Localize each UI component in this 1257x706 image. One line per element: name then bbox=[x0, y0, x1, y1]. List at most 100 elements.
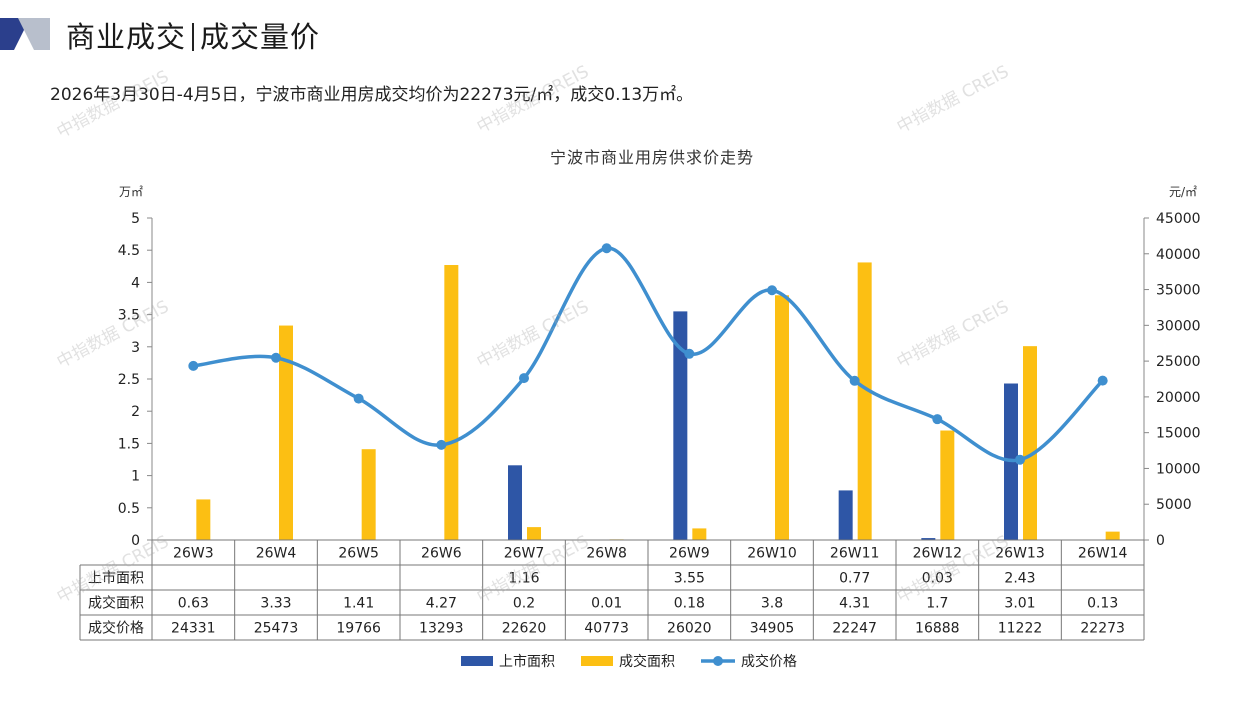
legend-swatch-supply bbox=[461, 656, 493, 666]
header-flag-logo bbox=[0, 18, 50, 50]
table-cell: 0.03 bbox=[922, 571, 953, 587]
y-left-tick-label: 2 bbox=[131, 404, 140, 420]
table-cell: 22273 bbox=[1080, 621, 1125, 637]
table-row-label: 上市面积 bbox=[88, 570, 144, 587]
legend-swatch-deal bbox=[581, 656, 613, 666]
bar-deal-area bbox=[527, 527, 541, 540]
price-point bbox=[353, 393, 364, 404]
price-point bbox=[684, 348, 695, 359]
y-left-tick-label: 1.5 bbox=[118, 436, 140, 452]
y-right-tick-label: 30000 bbox=[1156, 318, 1201, 334]
table-row-label: 成交面积 bbox=[88, 595, 144, 612]
x-tick-label: 26W6 bbox=[421, 546, 462, 562]
table-cell: 16888 bbox=[915, 621, 960, 637]
chart-title: 宁波市商业用房供求价走势 bbox=[550, 148, 754, 167]
x-tick-label: 26W14 bbox=[1078, 546, 1128, 562]
table-cell: 11222 bbox=[998, 621, 1043, 637]
price-point bbox=[188, 360, 199, 371]
x-tick-label: 26W7 bbox=[504, 546, 545, 562]
x-tick-label: 26W10 bbox=[747, 546, 796, 562]
y-right-tick-label: 5000 bbox=[1156, 497, 1192, 513]
title-divider bbox=[192, 23, 195, 51]
y-right-unit-label: 元/㎡ bbox=[1169, 185, 1197, 199]
price-point bbox=[849, 375, 860, 386]
table-cell: 3.01 bbox=[1004, 596, 1035, 612]
table-row-label: 成交价格 bbox=[88, 620, 144, 637]
y-left-unit-label: 万㎡ bbox=[119, 185, 143, 199]
table-cell: 1.7 bbox=[926, 596, 948, 612]
table-cell: 24331 bbox=[171, 621, 216, 637]
table-cell: 40773 bbox=[584, 621, 629, 637]
bar-deal-area bbox=[1105, 531, 1120, 540]
table-cell: 19766 bbox=[336, 621, 381, 637]
price-point bbox=[1097, 375, 1108, 386]
y-left-tick-label: 3 bbox=[131, 340, 140, 356]
bar-supply-area bbox=[673, 311, 688, 540]
table-cell: 4.27 bbox=[426, 596, 457, 612]
y-right-tick-label: 35000 bbox=[1156, 283, 1201, 299]
y-left-tick-label: 4 bbox=[131, 275, 140, 291]
x-tick-label: 26W3 bbox=[173, 546, 214, 562]
table-cell: 3.8 bbox=[761, 596, 783, 612]
y-right-tick-label: 10000 bbox=[1156, 461, 1201, 477]
table-cell: 1.41 bbox=[343, 596, 374, 612]
table-cell: 26020 bbox=[667, 621, 712, 637]
summary-text: 2026年3月30日-4月5日，宁波市商业用房成交均价为22273元/㎡，成交0… bbox=[50, 85, 694, 105]
y-left-tick-label: 2.5 bbox=[118, 372, 140, 388]
bar-deal-area bbox=[444, 265, 459, 540]
x-tick-label: 26W9 bbox=[669, 546, 710, 562]
y-left-tick-label: 0 bbox=[131, 533, 140, 549]
table-cell: 0.77 bbox=[839, 571, 870, 587]
bar-deal-area bbox=[857, 262, 872, 540]
x-tick-label: 26W5 bbox=[338, 546, 379, 562]
y-left-tick-label: 5 bbox=[131, 211, 140, 227]
table-cell: 1.16 bbox=[508, 571, 539, 587]
legend-marker-price bbox=[713, 656, 723, 666]
price-line bbox=[193, 246, 1104, 463]
price-point bbox=[932, 414, 943, 425]
price-point bbox=[767, 285, 777, 296]
x-tick-label: 26W11 bbox=[830, 546, 879, 562]
title-part-2: 成交量价 bbox=[200, 20, 321, 54]
bar-deal-area bbox=[196, 499, 211, 540]
table-cell: 0.13 bbox=[1087, 596, 1118, 612]
bar-deal-area bbox=[692, 528, 707, 540]
legend-label-deal: 成交面积 bbox=[619, 653, 675, 670]
legend-label-price: 成交价格 bbox=[741, 653, 797, 670]
price-point bbox=[436, 439, 447, 450]
bar-deal-area bbox=[361, 449, 376, 540]
table-cell: 0.18 bbox=[674, 596, 705, 612]
table-cell: 3.55 bbox=[674, 571, 705, 587]
price-point bbox=[1015, 454, 1025, 465]
y-left-tick-label: 4.5 bbox=[118, 243, 140, 259]
table-cell: 22620 bbox=[502, 621, 547, 637]
price-point bbox=[601, 243, 612, 254]
x-tick-label: 26W13 bbox=[995, 546, 1044, 562]
bar-deal-area bbox=[279, 325, 293, 540]
table-cell: 0.01 bbox=[591, 596, 622, 612]
y-right-tick-label: 20000 bbox=[1156, 390, 1201, 406]
y-right-tick-label: 0 bbox=[1156, 533, 1165, 549]
table-cell: 0.63 bbox=[178, 596, 209, 612]
table-cell: 34905 bbox=[750, 621, 795, 637]
table-cell: 25473 bbox=[254, 621, 299, 637]
x-tick-label: 26W4 bbox=[256, 546, 297, 562]
bar-deal-area bbox=[775, 295, 789, 540]
bar-supply-area bbox=[508, 465, 522, 540]
price-point bbox=[519, 373, 529, 384]
table-cell: 2.43 bbox=[1004, 571, 1035, 587]
table-cell: 3.33 bbox=[260, 596, 291, 612]
y-right-tick-label: 45000 bbox=[1156, 211, 1201, 227]
bar-supply-area bbox=[838, 490, 853, 540]
y-right-tick-label: 40000 bbox=[1156, 247, 1201, 263]
bar-supply-area bbox=[921, 538, 936, 540]
y-left-tick-label: 3.5 bbox=[118, 308, 140, 324]
x-tick-label: 26W12 bbox=[913, 546, 962, 562]
page-title: 商业成交 成交量价 bbox=[66, 14, 320, 56]
y-right-tick-label: 25000 bbox=[1156, 354, 1201, 370]
y-left-tick-label: 0.5 bbox=[118, 501, 140, 517]
y-right-tick-label: 15000 bbox=[1156, 426, 1201, 442]
legend-label-supply: 上市面积 bbox=[499, 653, 555, 670]
table-cell: 0.2 bbox=[513, 596, 535, 612]
